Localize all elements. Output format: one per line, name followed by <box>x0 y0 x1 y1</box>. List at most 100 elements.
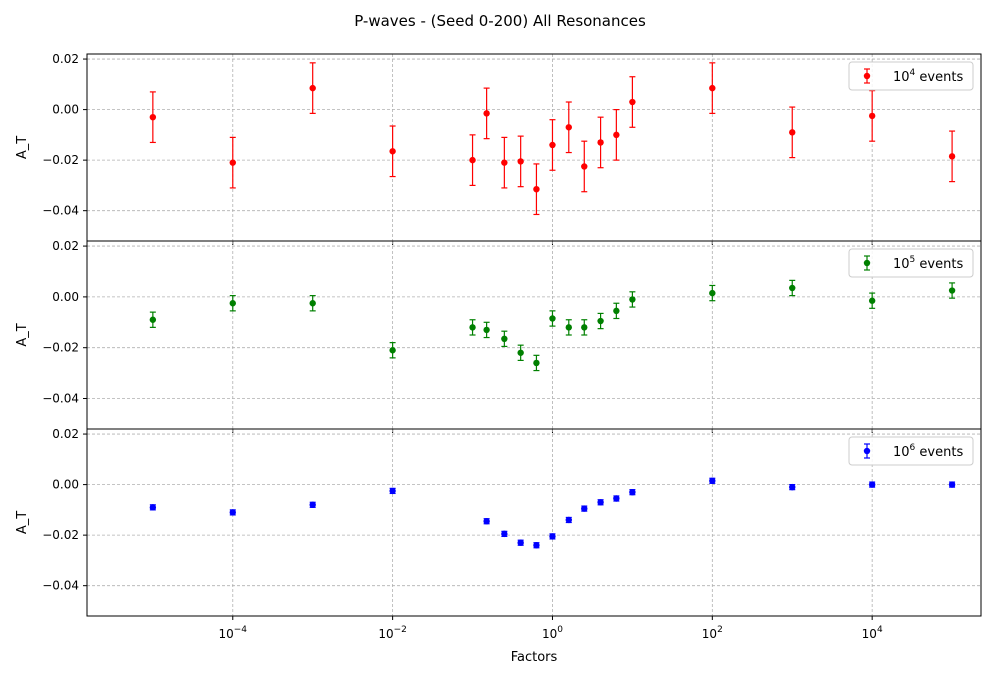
panel-frame <box>86 240 982 430</box>
data-point <box>565 324 572 331</box>
x-tick-label: 102 <box>702 625 723 641</box>
data-point <box>483 110 490 117</box>
data-point <box>709 477 716 485</box>
legend-marker <box>863 68 871 84</box>
y-tick-label: 0.00 <box>52 290 79 304</box>
data-point <box>149 504 157 511</box>
y-tick-label: −0.04 <box>42 579 79 593</box>
data-point <box>565 124 572 131</box>
data-point <box>789 284 796 292</box>
y-tick-label: 0.02 <box>52 52 79 66</box>
y-tick-label: −0.02 <box>42 341 79 355</box>
panel-3: 0.02 0.00 −0.02 −0.04 A_T 106 events <box>15 427 982 620</box>
legend-label: 105 events <box>893 255 963 272</box>
x-tick-label: 10−4 <box>218 625 247 641</box>
y-tick-label: 0.02 <box>52 427 79 441</box>
data-point <box>581 324 588 331</box>
legend-marker <box>863 255 871 271</box>
data-point <box>629 296 636 303</box>
y-axis-label: A_T <box>15 323 30 346</box>
data-point <box>789 129 796 136</box>
y-tick-label: 0.00 <box>52 478 79 492</box>
data-point <box>501 335 508 343</box>
x-tick-label: 100 <box>542 625 563 641</box>
legend: 105 events <box>848 248 974 278</box>
data-point <box>948 481 956 488</box>
data-point <box>469 324 476 331</box>
data-point <box>501 159 508 166</box>
data-point <box>868 481 876 488</box>
legend-label: 106 events <box>893 443 963 460</box>
legend-marker <box>863 443 871 459</box>
series-3 <box>149 477 956 549</box>
data-point <box>613 307 620 315</box>
data-point <box>309 300 316 307</box>
data-point <box>613 131 620 139</box>
y-tick-label: −0.04 <box>42 204 79 218</box>
data-point <box>549 533 556 540</box>
y-axis-label: A_T <box>15 136 30 159</box>
legend-box <box>848 61 974 91</box>
data-point <box>549 315 556 322</box>
x-axis-label: Factors <box>511 650 558 665</box>
legend-box <box>848 436 974 466</box>
legend: 106 events <box>848 436 974 466</box>
data-point <box>709 289 716 297</box>
panels: 0.02 0.00 −0.02 −0.04 A_T 104 events 0.02 0.00 −… <box>15 52 982 620</box>
series-2 <box>149 279 956 372</box>
y-tick-label: −0.04 <box>42 392 79 406</box>
data-point <box>389 487 396 495</box>
data-point <box>517 158 524 165</box>
data-point <box>868 297 876 304</box>
y-axis-label: A_T <box>15 511 30 534</box>
data-point <box>389 347 396 354</box>
y-tick-label: −0.02 <box>42 528 79 542</box>
y-tick-label: 0.02 <box>52 239 79 253</box>
data-point <box>629 488 636 496</box>
legend-label: 104 events <box>893 68 963 85</box>
x-axis: 10−4 10−2 100 102 104 <box>218 625 882 641</box>
data-point <box>948 153 956 160</box>
chart-title: P-waves - (Seed 0-200) All Resonances <box>354 12 646 30</box>
data-point <box>533 542 540 549</box>
data-point <box>149 113 157 121</box>
data-point <box>483 518 490 525</box>
data-point <box>389 148 396 155</box>
data-point <box>229 159 236 166</box>
x-tick-label: 104 <box>862 625 883 641</box>
series-1 <box>149 62 956 216</box>
data-point <box>501 530 508 538</box>
data-point <box>533 359 540 367</box>
data-point <box>581 163 588 170</box>
data-point <box>517 349 524 356</box>
data-point <box>149 316 157 323</box>
data-point <box>517 539 524 546</box>
legend-box <box>848 248 974 278</box>
data-point <box>565 516 572 524</box>
data-point <box>613 495 620 502</box>
data-point <box>309 501 316 509</box>
data-point <box>309 84 316 92</box>
data-point <box>597 317 604 325</box>
data-point <box>469 156 476 164</box>
panel-frame <box>86 53 982 242</box>
data-point <box>629 98 636 106</box>
data-point <box>709 84 716 92</box>
data-point <box>483 326 490 334</box>
y-tick-label: −0.02 <box>42 153 79 167</box>
data-point <box>948 287 956 294</box>
data-point <box>533 185 540 193</box>
panel-1: 0.02 0.00 −0.02 −0.04 A_T 104 events <box>15 52 982 245</box>
data-point <box>581 505 588 512</box>
data-point <box>868 112 876 120</box>
data-point <box>229 509 236 516</box>
x-tick-label: 10−2 <box>378 625 407 641</box>
legend: 104 events <box>848 61 974 91</box>
data-point <box>229 300 236 307</box>
panel-2: 0.02 0.00 −0.02 −0.04 A_T 105 events <box>15 239 982 433</box>
data-point <box>789 483 796 491</box>
y-tick-label: 0.00 <box>52 103 79 117</box>
panel-frame <box>86 428 982 617</box>
data-point <box>597 499 604 506</box>
